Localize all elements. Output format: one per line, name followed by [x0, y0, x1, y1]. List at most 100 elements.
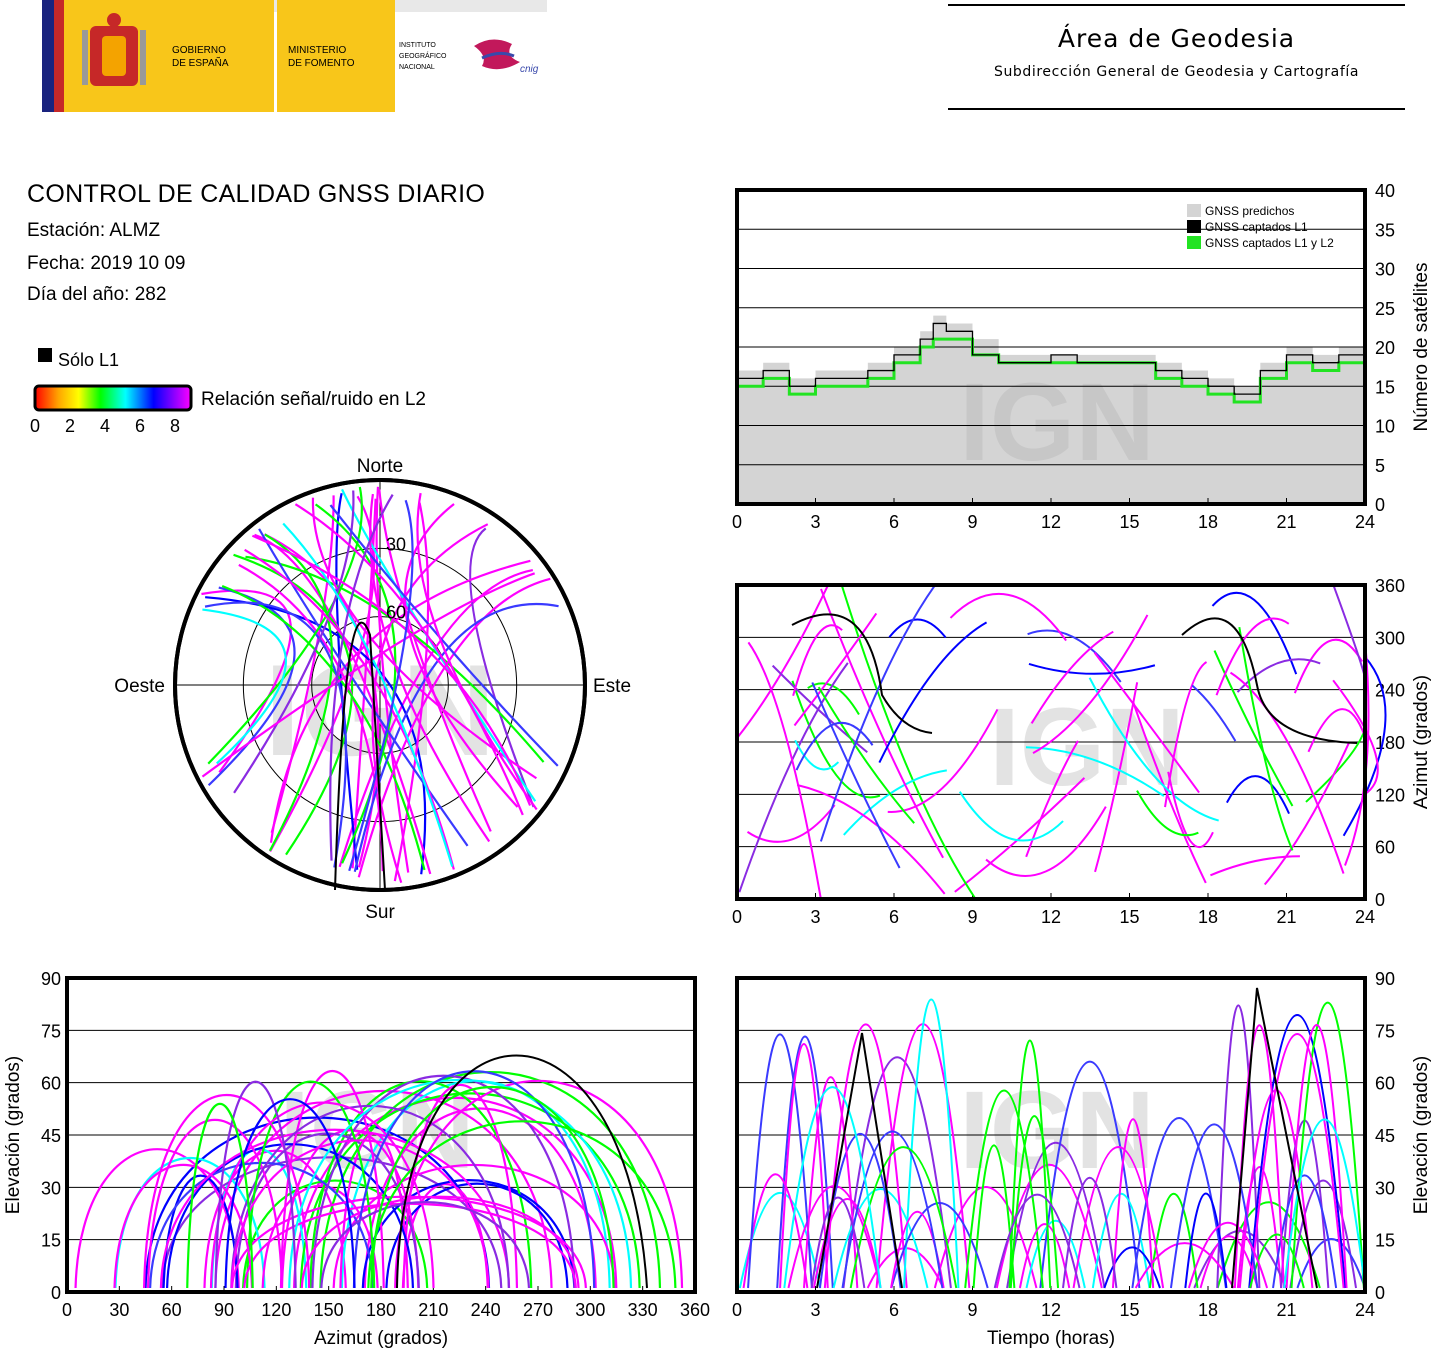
- azimuth-track: [1226, 775, 1290, 815]
- elevation-azimuth-track: [161, 1156, 503, 1289]
- x-tick-label: 330: [628, 1300, 658, 1320]
- sky-track: [269, 559, 531, 843]
- azimuth-track-l1: [791, 613, 933, 734]
- elevation-azimuth-track: [352, 1070, 596, 1289]
- ring-label-60: 60: [386, 603, 406, 623]
- x-tick-label: 60: [162, 1300, 182, 1320]
- elevation-time-track: [823, 1023, 908, 1289]
- l1-only-swatch: [38, 348, 52, 362]
- west-label: Oeste: [114, 676, 165, 697]
- azimuth-track: [811, 682, 901, 869]
- y-tick-label: 30: [1375, 260, 1395, 280]
- elevation-time-track: [776, 1035, 834, 1289]
- x-tick-label: 180: [366, 1300, 396, 1320]
- azimuth-track: [841, 585, 976, 898]
- svg-text:GEOGRÁFICO: GEOGRÁFICO: [399, 51, 447, 60]
- elevation-time-track: [972, 1144, 1016, 1289]
- elevation-azimuth-track: [224, 1098, 356, 1289]
- series-line-1: [737, 322, 1366, 395]
- ministerio-panel: [277, 0, 395, 112]
- elevation-time-track: [993, 1193, 1081, 1289]
- azimuth-track: [796, 784, 946, 895]
- x-tick-label: 270: [523, 1300, 553, 1320]
- azimuth-track: [1191, 684, 1237, 742]
- x-tick-label: 9: [967, 512, 977, 532]
- elevation-time-track: [779, 1043, 829, 1289]
- east-label: Este: [593, 676, 631, 697]
- azimuth-track: [1342, 656, 1387, 837]
- elevation-time-track-l1: [816, 1032, 903, 1289]
- elevation-azimuth-track: [142, 1093, 311, 1289]
- legend-label: GNSS captados L1 y L2: [1205, 236, 1334, 250]
- coat-of-arms-icon: [82, 13, 146, 86]
- y-tick-label: 90: [41, 969, 61, 989]
- elevation-time-track: [1283, 1118, 1366, 1289]
- x-tick-label: 24: [1355, 907, 1375, 927]
- elevation-time-track: [1199, 1235, 1259, 1289]
- elevation-time-track: [1103, 1246, 1161, 1289]
- y-tick-label: 10: [1375, 417, 1395, 437]
- x-tick-label: 30: [109, 1300, 129, 1320]
- plot-border: [735, 188, 1367, 506]
- azimuth-track: [1032, 614, 1149, 755]
- azimuth-track: [746, 804, 836, 843]
- svg-text:DE ESPAÑA: DE ESPAÑA: [172, 56, 229, 69]
- y-tick-label: 60: [1375, 838, 1395, 858]
- elevation-time-track: [1249, 1033, 1345, 1289]
- x-tick-label: 150: [314, 1300, 344, 1320]
- elevation-time-track: [890, 1202, 989, 1289]
- azimuth-track: [1027, 629, 1122, 683]
- sky-track: [369, 493, 491, 843]
- sky-track: [294, 503, 524, 816]
- y-tick-label: 15: [41, 1231, 61, 1251]
- elevation-time-track: [1111, 1118, 1155, 1289]
- azimuth-track: [1025, 740, 1079, 858]
- y-tick-label: 240: [1375, 681, 1405, 701]
- y-tick-label: 60: [41, 1074, 61, 1094]
- azimuth-track: [878, 621, 988, 764]
- sky-track: [329, 494, 394, 861]
- elevation-time-track: [1290, 1002, 1365, 1289]
- y-tick-label: 300: [1375, 628, 1405, 648]
- y-tick-label: 5: [1375, 456, 1385, 476]
- x-tick-label: 21: [1276, 512, 1296, 532]
- azimuth-track: [771, 664, 868, 753]
- y-tick-label: 35: [1375, 220, 1395, 240]
- x-tick-label: 6: [889, 907, 899, 927]
- elevation-time-track: [1091, 1193, 1151, 1289]
- elevation-azimuth-track: [320, 1201, 531, 1289]
- elevation-time-track: [1216, 1004, 1261, 1289]
- legend-swatch: [1187, 236, 1201, 249]
- header-rule-bottom: [948, 108, 1405, 110]
- sky-track: [202, 608, 287, 765]
- elevation-time-track-l1: [1231, 987, 1318, 1289]
- azimuth-track: [888, 618, 947, 639]
- elevation-time-track: [1039, 1060, 1141, 1289]
- elevation-azimuth-track: [370, 1085, 615, 1289]
- elevation-time-track: [1296, 1238, 1366, 1289]
- elevation-azimuth-track: [230, 1195, 587, 1289]
- sky-track: [282, 522, 454, 867]
- x-tick-label: 18: [1198, 907, 1218, 927]
- legend-swatch: [1187, 204, 1201, 217]
- x-tick-label: 24: [1355, 1300, 1375, 1320]
- azimuth-track: [954, 777, 1086, 893]
- x-tick-label: 120: [261, 1300, 291, 1320]
- azimuth-track: [1238, 626, 1294, 851]
- y-tick-label: 120: [1375, 785, 1405, 805]
- elevation-time-track: [842, 1056, 952, 1289]
- azimuth-track: [1332, 585, 1367, 685]
- y-tick-label: 40: [1375, 181, 1395, 201]
- elevation-time-track: [903, 998, 960, 1289]
- y-tick-label: 360: [1375, 576, 1405, 596]
- y-tick-label: 0: [1375, 1283, 1385, 1303]
- x-tick-label: 0: [62, 1300, 72, 1320]
- azimuth-track: [738, 662, 849, 893]
- x-tick-label: 15: [1119, 1300, 1139, 1320]
- elevation-azimuth-track: [242, 1179, 429, 1289]
- azimuth-track: [817, 686, 915, 824]
- x-tick-label: 12: [1041, 512, 1061, 532]
- x-tick-label: 0: [732, 1300, 742, 1320]
- azimuth-track: [1088, 677, 1219, 822]
